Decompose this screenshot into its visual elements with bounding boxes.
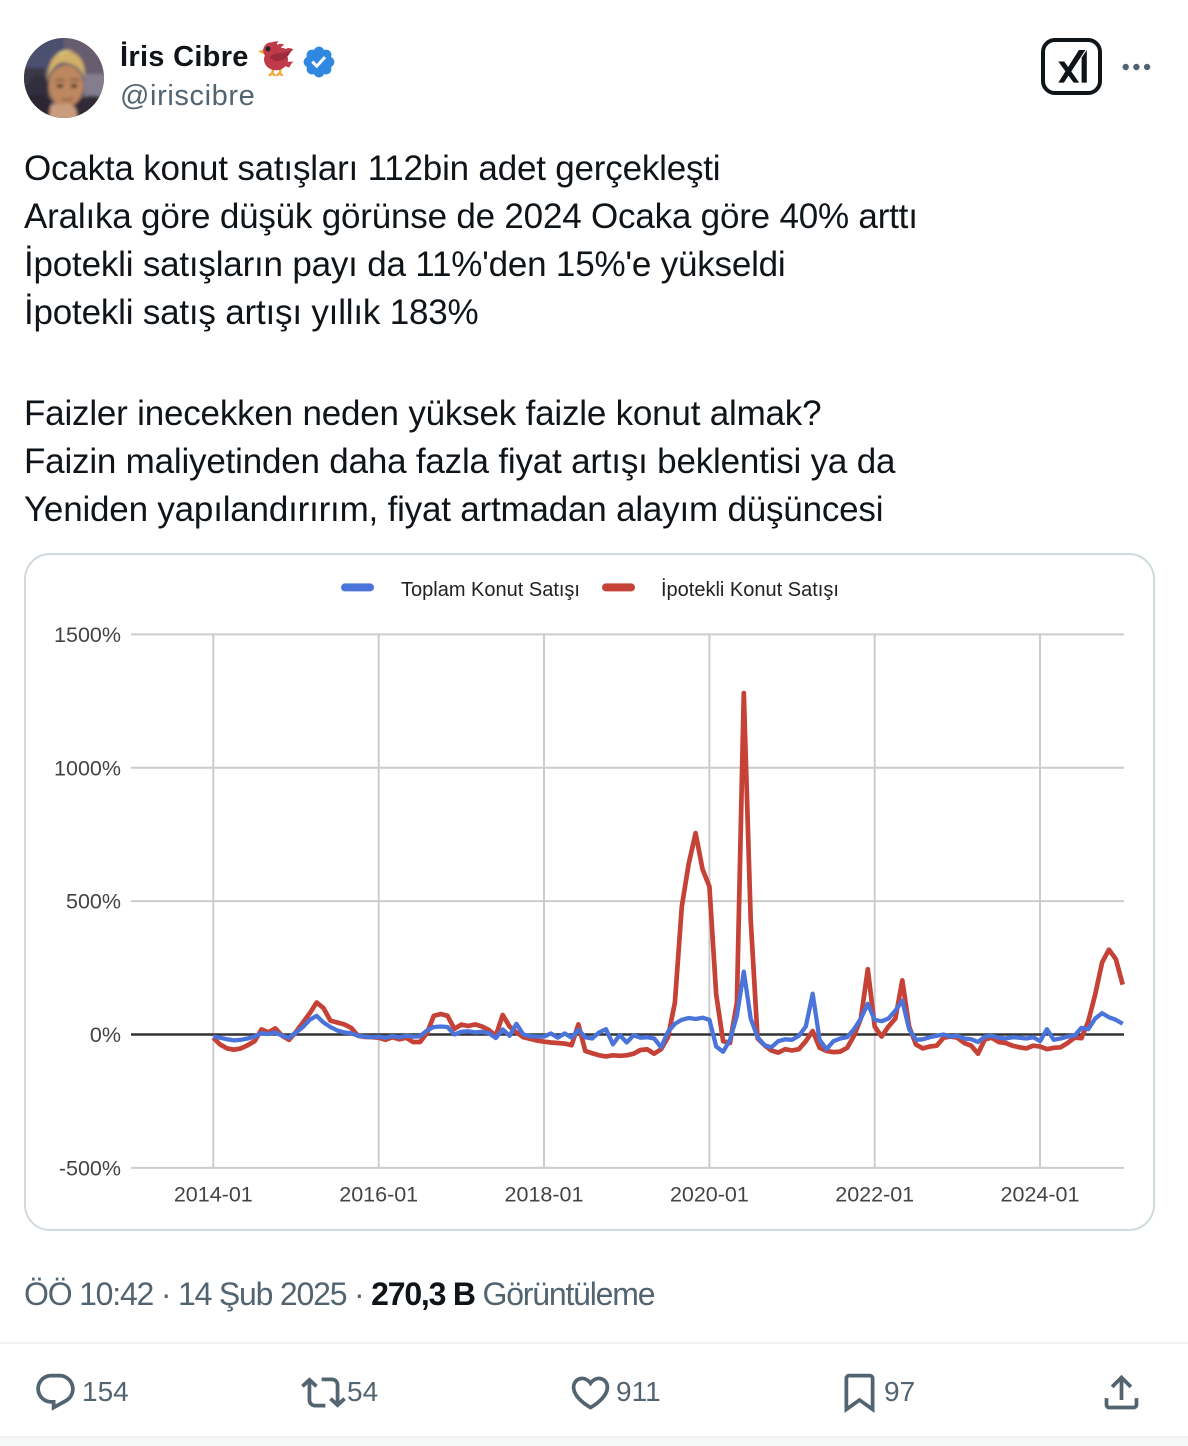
svg-text:2020-01: 2020-01 [670, 1183, 749, 1207]
svg-text:0%: 0% [90, 1023, 121, 1047]
svg-text:500%: 500% [66, 890, 121, 914]
svg-text:2016-01: 2016-01 [339, 1183, 418, 1207]
svg-text:2022-01: 2022-01 [835, 1183, 914, 1207]
svg-text:2024-01: 2024-01 [1001, 1183, 1080, 1207]
svg-text:1000%: 1000% [54, 756, 121, 780]
svg-text:İpotekli Konut Satışı: İpotekli Konut Satışı [661, 578, 839, 601]
svg-text:-500%: -500% [59, 1157, 121, 1181]
svg-text:Toplam Konut Satışı: Toplam Konut Satışı [401, 579, 580, 601]
svg-text:1500%: 1500% [54, 623, 121, 647]
svg-text:2014-01: 2014-01 [174, 1183, 253, 1207]
svg-text:2018-01: 2018-01 [505, 1183, 584, 1207]
